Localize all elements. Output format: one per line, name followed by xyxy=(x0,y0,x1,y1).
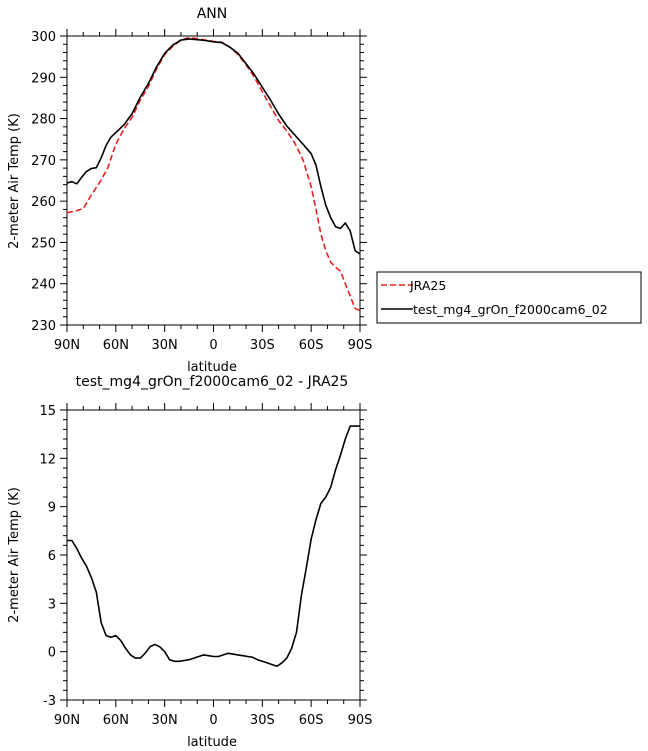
x-tick-label: 90N xyxy=(54,338,80,353)
x-tick-label: 60S xyxy=(299,338,324,353)
x-tick-label: 90S xyxy=(348,338,373,353)
top-y-axis-label: 2-meter Air Temp (K) xyxy=(7,113,22,249)
bottom-y-ticks: -3 0 3 6 9 12 15 xyxy=(39,404,367,709)
top-x-axis-label: latitude xyxy=(187,360,237,375)
legend-label-jra25: JRA25 xyxy=(409,278,446,293)
y-tick-label: 290 xyxy=(31,71,56,86)
y-tick-label: 9 xyxy=(48,501,56,516)
y-tick-label: 250 xyxy=(31,236,56,251)
bottom-x-axis-label: latitude xyxy=(187,735,237,750)
y-tick-label: 280 xyxy=(31,113,56,128)
x-tick-label: 30S xyxy=(250,338,275,353)
y-tick-label: 240 xyxy=(31,278,56,293)
top-y-ticks: 230 240 250 260 270 280 290 300 xyxy=(31,30,367,334)
series-line-0 xyxy=(66,36,361,312)
legend: JRA25 test_mg4_grOn_f2000cam6_02 xyxy=(376,271,642,324)
y-tick-label: 0 xyxy=(48,646,56,661)
bottom-series xyxy=(67,425,360,667)
y-tick-label: -3 xyxy=(43,694,56,709)
x-tick-label: 0 xyxy=(209,338,217,353)
series-line-1 xyxy=(66,38,361,255)
x-tick-label: 60S xyxy=(299,713,324,728)
bottom-panel: test_mg4_grOn_f2000cam6_02 - JRA25 -3 0 3 6… xyxy=(7,374,372,750)
x-tick-label: 60N xyxy=(103,713,129,728)
x-tick-label: 0 xyxy=(209,713,217,728)
x-tick-label: 30N xyxy=(152,713,178,728)
y-tick-label: 12 xyxy=(39,452,56,467)
x-tick-label: 60N xyxy=(103,338,129,353)
y-tick-label: 260 xyxy=(31,195,56,210)
bottom-x-ticks: 90N 60N 30N 0 30S 60S 90S xyxy=(54,403,373,728)
legend-box xyxy=(376,271,642,324)
x-tick-label: 90N xyxy=(54,713,80,728)
bottom-y-axis-label: 2-meter Air Temp (K) xyxy=(7,487,22,623)
bottom-panel-title: test_mg4_grOn_f2000cam6_02 - JRA25 xyxy=(76,374,349,390)
top-plot-frame xyxy=(66,35,361,326)
y-tick-label: 300 xyxy=(31,30,56,45)
x-tick-label: 90S xyxy=(348,713,373,728)
legend-label-test: test_mg4_grOn_f2000cam6_02 xyxy=(413,302,608,317)
top-panel: ANN 230 240 250 260 270 280 290 300 90N 60N 30N 0 3… xyxy=(7,6,372,375)
top-panel-title: ANN xyxy=(197,6,228,22)
top-x-ticks: 90N 60N 30N 0 30S 60S 90S xyxy=(54,29,373,353)
y-tick-label: 3 xyxy=(48,597,56,612)
y-tick-label: 15 xyxy=(39,404,56,419)
y-tick-label: 270 xyxy=(31,154,56,169)
x-tick-label: 30N xyxy=(152,338,178,353)
y-tick-label: 230 xyxy=(31,319,56,334)
y-tick-label: 6 xyxy=(48,549,56,564)
x-tick-label: 30S xyxy=(250,713,275,728)
series-line-0 xyxy=(67,425,360,667)
top-series xyxy=(66,36,361,312)
